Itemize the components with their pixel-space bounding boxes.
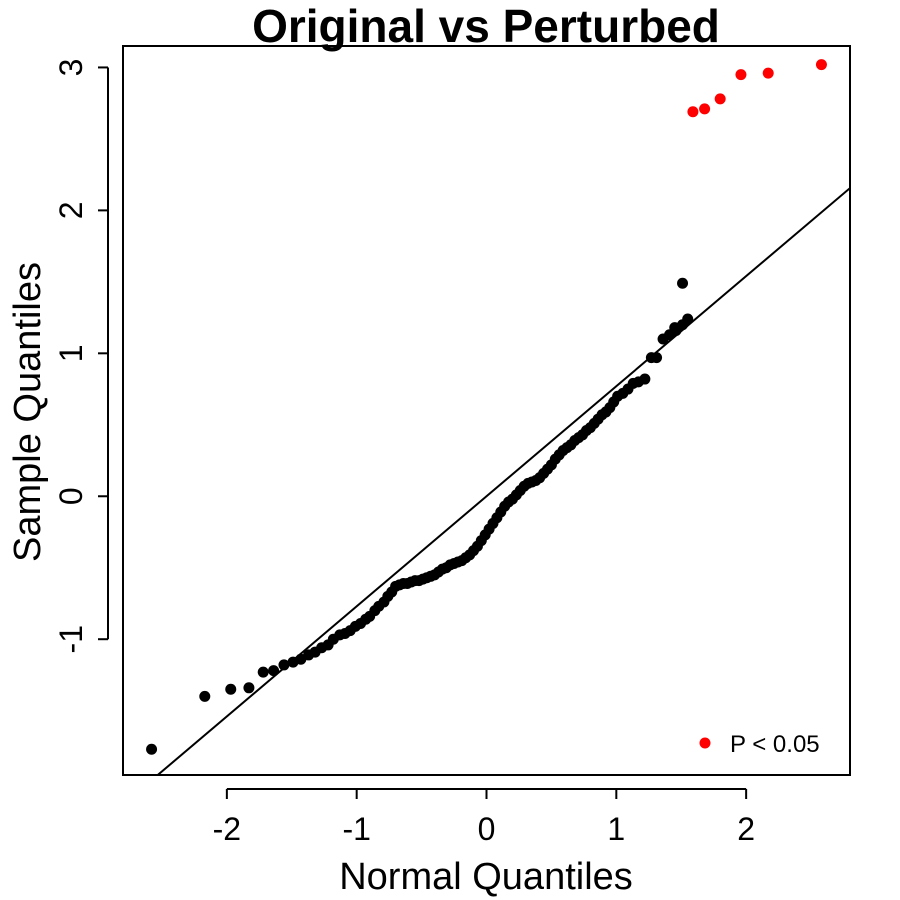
plot-area bbox=[146, 59, 850, 775]
plot-frame bbox=[122, 45, 851, 776]
data-point bbox=[278, 659, 290, 671]
data-point bbox=[669, 322, 681, 334]
data-point bbox=[677, 277, 689, 289]
chart-title: Original vs Perturbed bbox=[252, 0, 720, 52]
x-tick-label: 0 bbox=[478, 811, 496, 847]
x-axis-title: Normal Quantiles bbox=[339, 856, 633, 898]
y-tick-label: 2 bbox=[53, 201, 89, 219]
legend-marker bbox=[699, 737, 711, 749]
significant-point bbox=[699, 103, 711, 115]
x-tick-label: -2 bbox=[213, 811, 241, 847]
data-point bbox=[268, 665, 280, 677]
data-point bbox=[257, 666, 269, 678]
y-axis-title: Sample Quantiles bbox=[7, 262, 49, 562]
significant-point bbox=[815, 59, 827, 71]
x-tick-label: 1 bbox=[607, 811, 625, 847]
x-tick-label: -1 bbox=[342, 811, 370, 847]
x-tick-label: 2 bbox=[737, 811, 755, 847]
axes: -2 -1 0 1 2 -1 0 1 2 3 bbox=[53, 45, 851, 847]
significant-point bbox=[735, 69, 747, 81]
data-point bbox=[682, 313, 694, 325]
legend: P < 0.05 bbox=[699, 731, 820, 758]
data-point bbox=[199, 690, 211, 702]
data-point bbox=[639, 373, 651, 385]
y-tick-label: -1 bbox=[53, 625, 89, 653]
y-tick-label: 3 bbox=[53, 59, 89, 77]
significant-point bbox=[714, 93, 726, 105]
significant-point bbox=[687, 106, 699, 118]
data-point bbox=[651, 352, 663, 364]
data-point bbox=[243, 682, 255, 694]
data-point bbox=[146, 743, 158, 755]
significant-point bbox=[762, 67, 774, 79]
data-point bbox=[225, 683, 237, 695]
y-tick-label: 0 bbox=[53, 487, 89, 505]
legend-label: P < 0.05 bbox=[730, 731, 820, 758]
y-tick-label: 1 bbox=[53, 344, 89, 362]
reference-line bbox=[156, 187, 850, 775]
